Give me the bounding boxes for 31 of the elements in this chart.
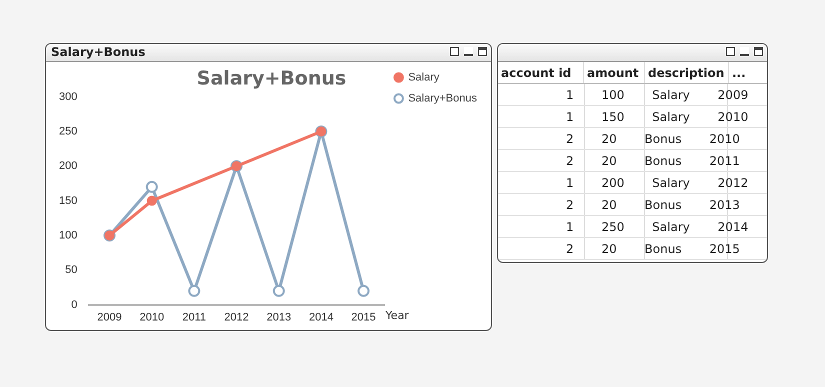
category-label: description (644, 62, 728, 84)
text: 1 150 Salary 2010 (565, 108, 750, 126)
y-tick-label: 300 (58, 90, 78, 103)
legend-label: Salary (408, 72, 440, 84)
text: 1 200 Salary 2012 (565, 174, 750, 192)
text: 1 100 Salary 2009 (565, 86, 750, 104)
x-tick-label: 2011 (182, 311, 206, 324)
text: 1 250 Salary 2014 (565, 218, 750, 236)
x-tick-label: 2012 (224, 311, 249, 324)
y-tick-label: 250 (58, 126, 78, 138)
text: 2 20 Bonus 2015 (565, 240, 741, 258)
text: Salary+Bonus (51, 45, 146, 59)
y-tick-label: 0 (71, 298, 78, 311)
x-tick-label: 2009 (97, 311, 122, 324)
category-label: account id (498, 62, 584, 84)
x-tick-label: 2015 (351, 311, 376, 324)
category-label: amount (584, 62, 644, 84)
x-axis-title: Year (384, 309, 410, 322)
y-tick-label: 100 (58, 230, 78, 242)
y-tick-label: 200 (58, 160, 78, 172)
legend-label: Salary+Bonus (408, 92, 478, 105)
x-tick-label: 2013 (266, 311, 292, 324)
x-tick-label: 2010 (140, 311, 164, 324)
text: 2 20 Bonus 2010 (565, 130, 741, 148)
text: 2 20 Bonus 2013 (565, 196, 741, 214)
x-tick-label: 2014 (308, 311, 334, 324)
y-tick-label: 150 (58, 194, 78, 207)
y-tick-label: 50 (65, 264, 78, 276)
text: 2 20 Bonus 2011 (565, 152, 741, 170)
chart-title: Salary+Bonus (196, 67, 346, 90)
category-label: ... (731, 64, 747, 82)
